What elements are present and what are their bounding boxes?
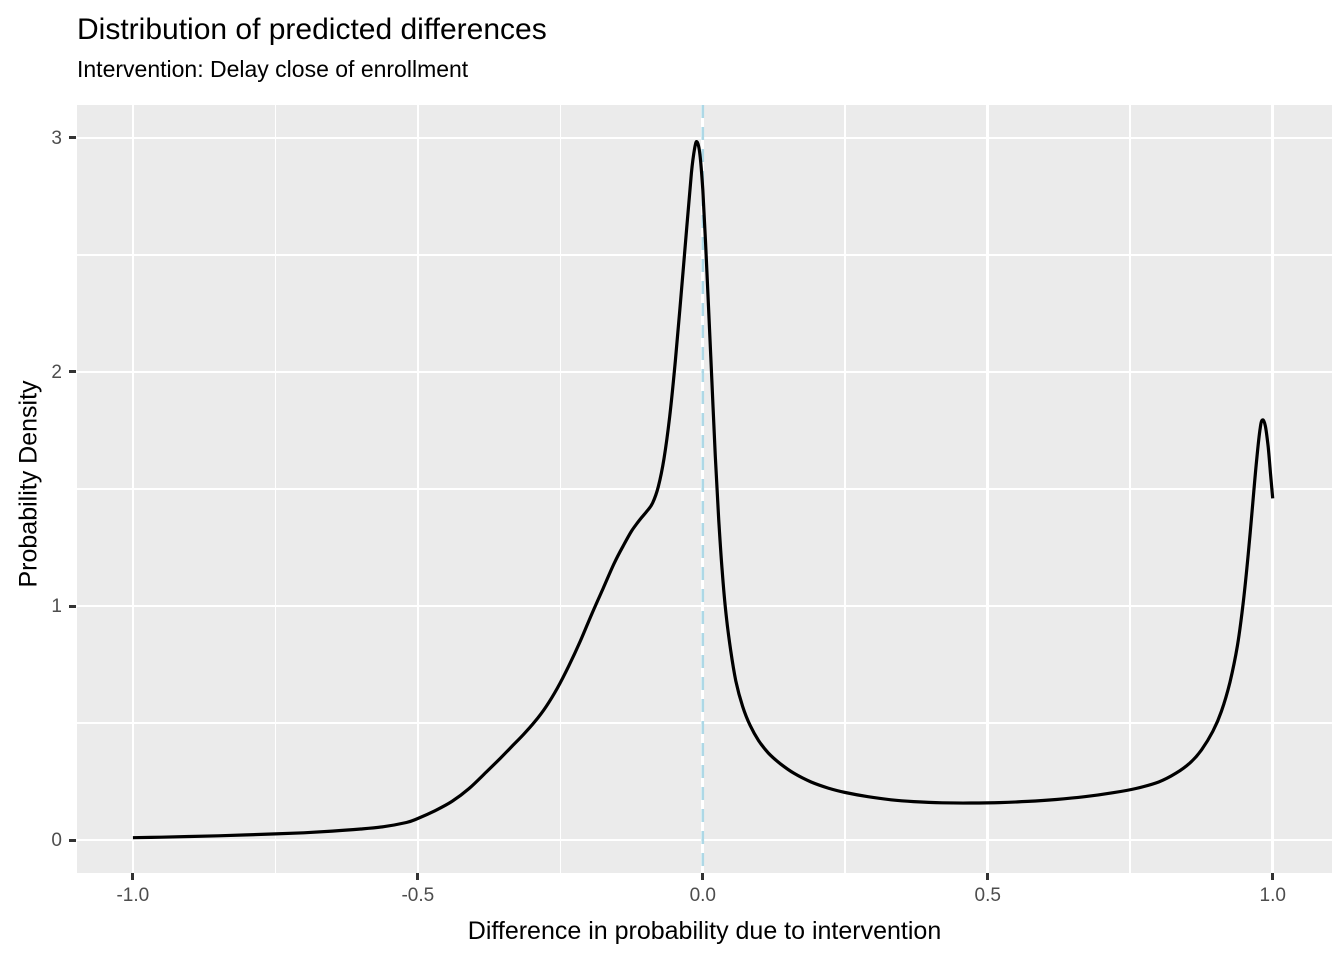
plot-subtitle: Intervention: Delay close of enrollment [77,56,469,82]
y-tick-mark [69,370,76,374]
y-tick-label: 2 [51,361,62,383]
x-axis-title: Difference in probability due to interve… [467,917,942,945]
y-tick-label: 1 [51,596,62,617]
x-tick-mark [986,873,990,880]
gridline-major-h [77,838,1332,842]
gridline-major-v [986,105,990,873]
plot-svg-layer [132,105,1275,873]
x-tick-mark [701,873,705,880]
x-tick-mark [131,873,135,880]
gridline-minor-h [77,488,1332,490]
plot-panel [77,105,1332,873]
gridline-major-h [77,136,1332,140]
x-tick-label: 0.0 [689,885,716,906]
y-tick-mark [69,136,76,140]
gridline-minor-h [77,254,1332,256]
y-tick-label: 3 [51,127,62,149]
gridline-minor-v [844,105,847,873]
y-tick-mark [69,604,76,608]
y-axis-title: Probability Density [14,380,43,588]
x-tick-mark [416,873,420,880]
gridline-minor-h [77,722,1332,724]
gridline-minor-v [559,105,562,873]
gridline-major-v [131,105,135,873]
y-tick-label: 0 [51,830,62,851]
density-curve [132,140,1275,840]
x-tick-label: 0.5 [974,885,1001,906]
gridline-major-h [77,370,1332,374]
gridline-major-h [77,604,1332,608]
gridline-minor-v [274,105,277,873]
gridline-minor-v [1129,105,1132,873]
x-tick-mark [1271,873,1275,880]
y-tick-mark [69,838,76,842]
x-tick-label: 1.0 [1259,885,1286,906]
plot-title: Distribution of predicted differences [77,13,547,46]
x-tick-label: -1.0 [116,885,150,906]
x-tick-label: -0.5 [401,885,435,906]
gridline-major-v [416,105,420,873]
